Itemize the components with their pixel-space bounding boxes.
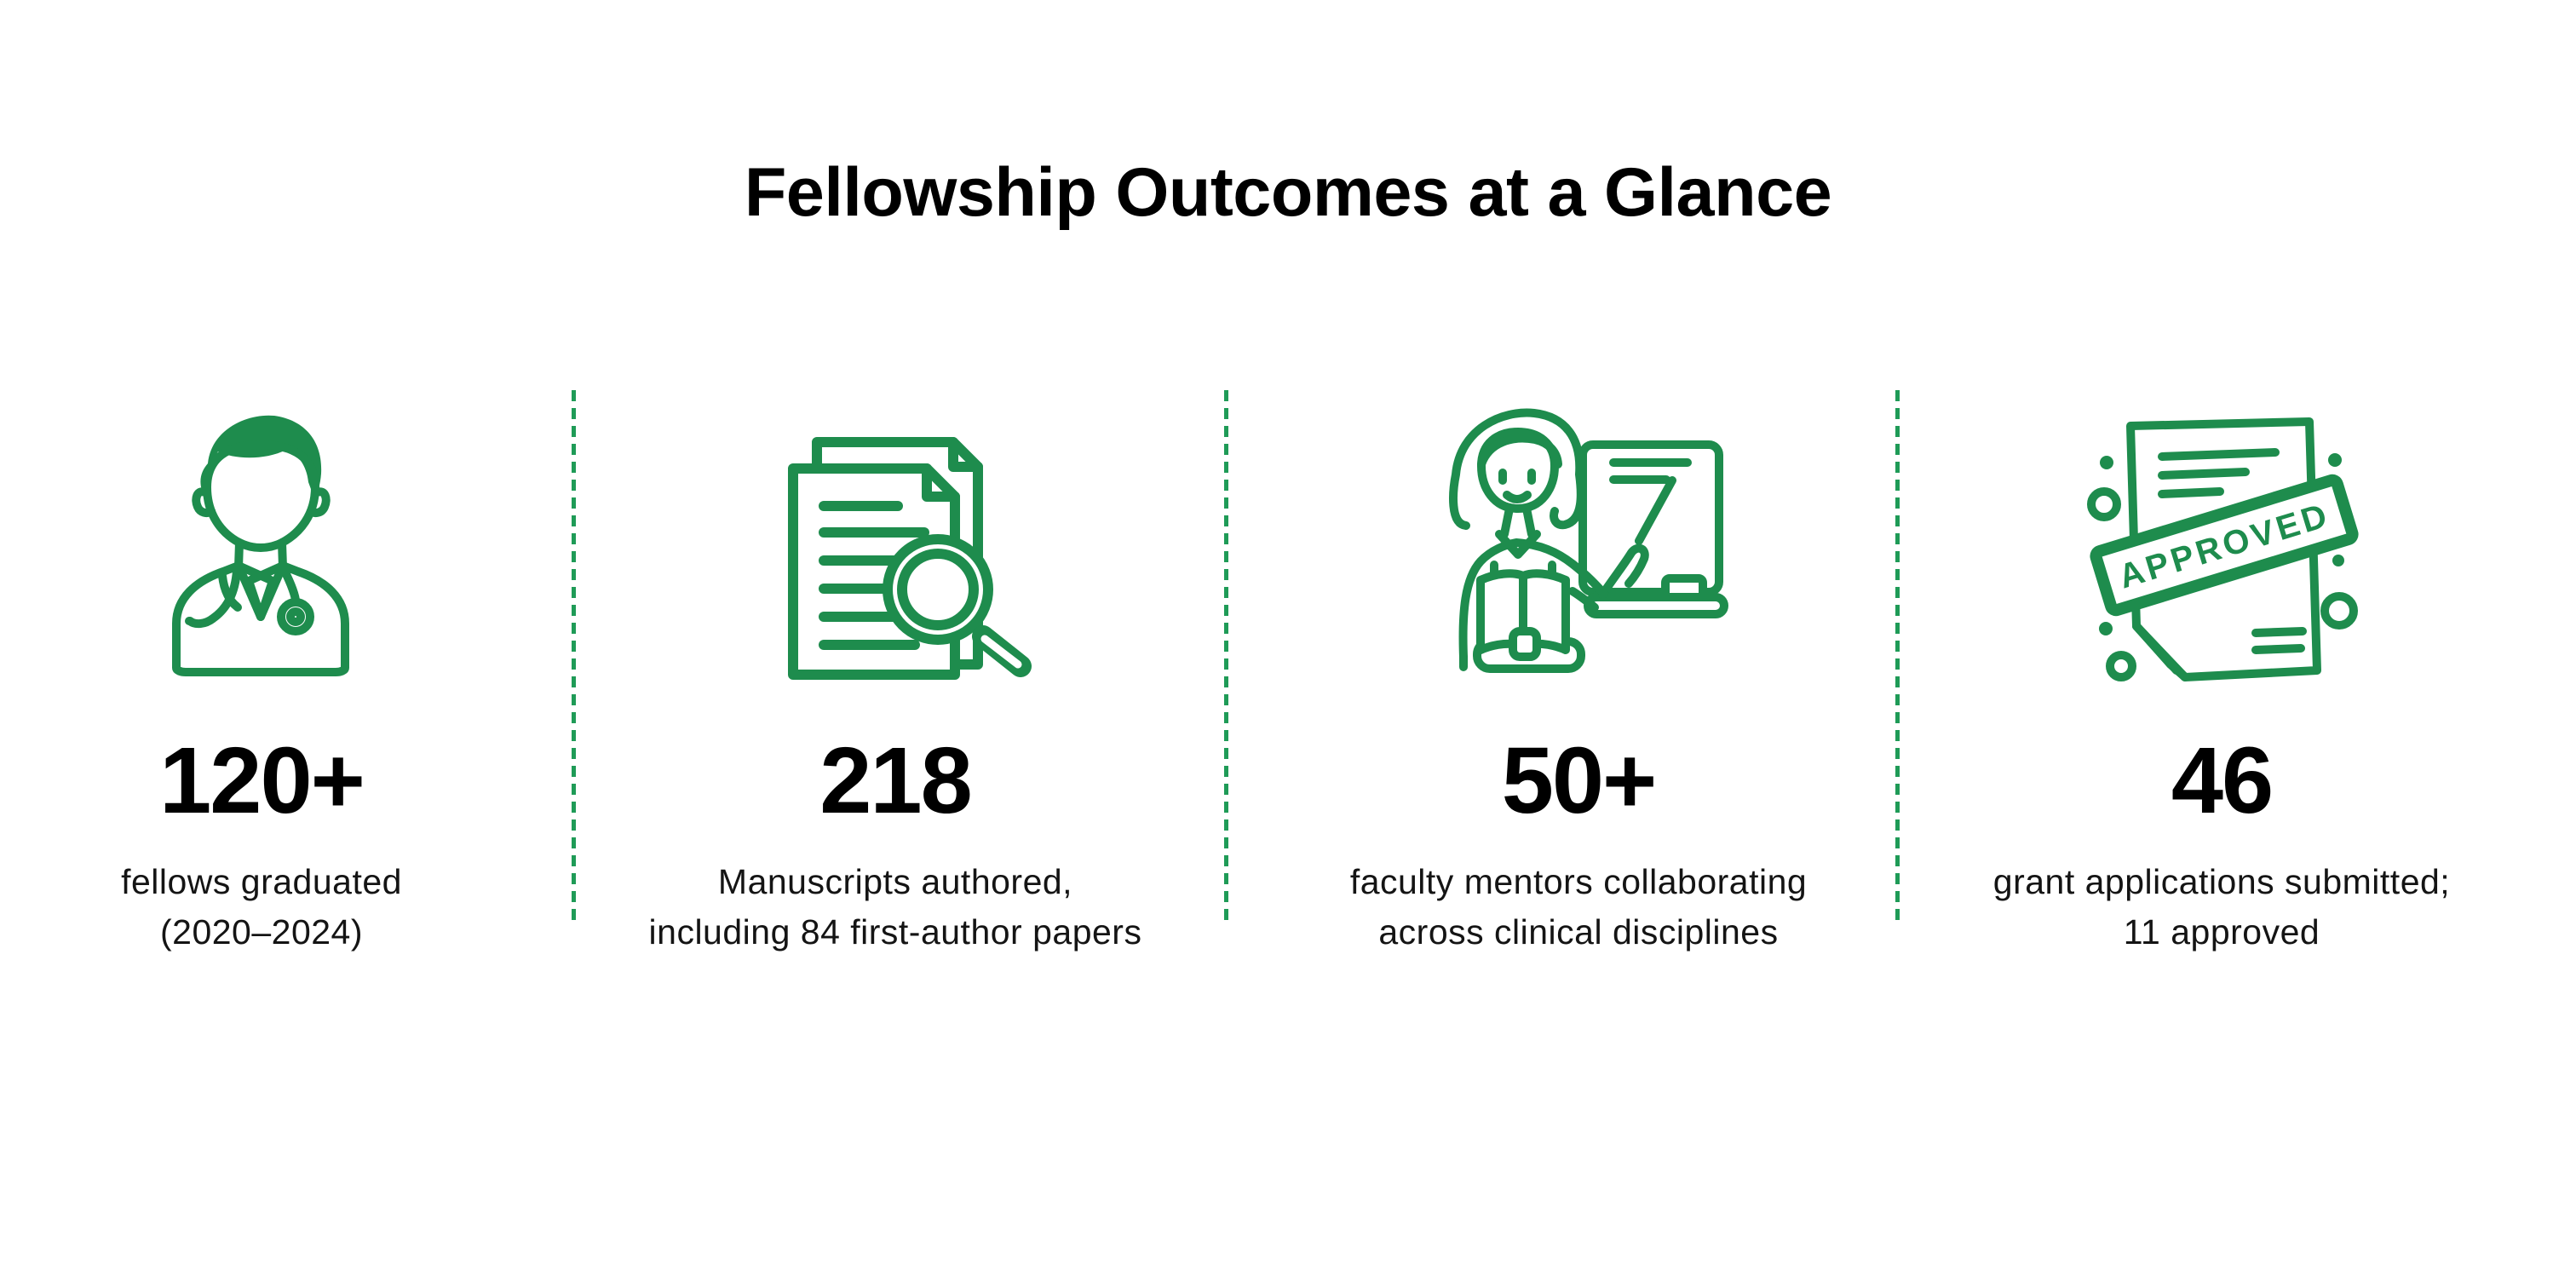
caption-line-2: 11 approved [2123, 912, 2320, 952]
caption-line-1: faculty mentors collaborating [1349, 862, 1808, 901]
dashed-divider-2 [1224, 390, 1228, 920]
stat-caption-fellows: fellows graduated (2020–2024) [121, 857, 402, 958]
dashed-divider-1 [572, 390, 576, 920]
doctor-icon [6, 388, 517, 681]
approved-document-icon: APPROVED [1932, 388, 2511, 681]
stat-caption-grants: grant applications submitted; 11 approve… [1993, 857, 2450, 958]
teacher-blackboard-icon [1289, 388, 1868, 681]
doctor-icon-svg [172, 415, 349, 676]
approved-icon-svg: APPROVED [2087, 417, 2359, 681]
caption-line-1: grant applications submitted; [1992, 862, 2451, 901]
approved-stamp: APPROVED [2090, 474, 2359, 617]
caption-line-1: fellows graduated [121, 862, 402, 901]
stat-block-manuscripts: 218 Manuscripts authored, including 84 f… [606, 388, 1185, 958]
manuscripts-icon-svg [788, 437, 1032, 680]
page-title: Fellowship Outcomes at a Glance [744, 154, 1832, 231]
caption-line-2: including 84 first-author papers [648, 912, 1142, 952]
teacher-icon-svg [1448, 408, 1728, 673]
caption-line-2: (2020–2024) [159, 912, 364, 952]
stat-value-manuscripts: 218 [819, 728, 973, 833]
stat-value-grants: 46 [2171, 728, 2274, 833]
caption-line-1: Manuscripts authored, [717, 862, 1073, 901]
stat-block-mentors: 50+ faculty mentors collaborating across… [1289, 388, 1868, 958]
stat-block-fellows: 120+ fellows graduated (2020–2024) [6, 388, 517, 958]
manuscripts-magnifier-icon [606, 388, 1185, 681]
stat-value-mentors: 50+ [1501, 728, 1658, 833]
dashed-divider-3 [1895, 390, 1900, 920]
caption-line-2: across clinical disciplines [1378, 912, 1779, 952]
stat-caption-mentors: faculty mentors collaborating across cli… [1350, 857, 1807, 958]
stat-block-grants: APPROVED 46 grant applications submitted… [1932, 388, 2511, 958]
stat-value-fellows: 120+ [159, 728, 365, 833]
stat-caption-manuscripts: Manuscripts authored, including 84 first… [649, 857, 1142, 958]
